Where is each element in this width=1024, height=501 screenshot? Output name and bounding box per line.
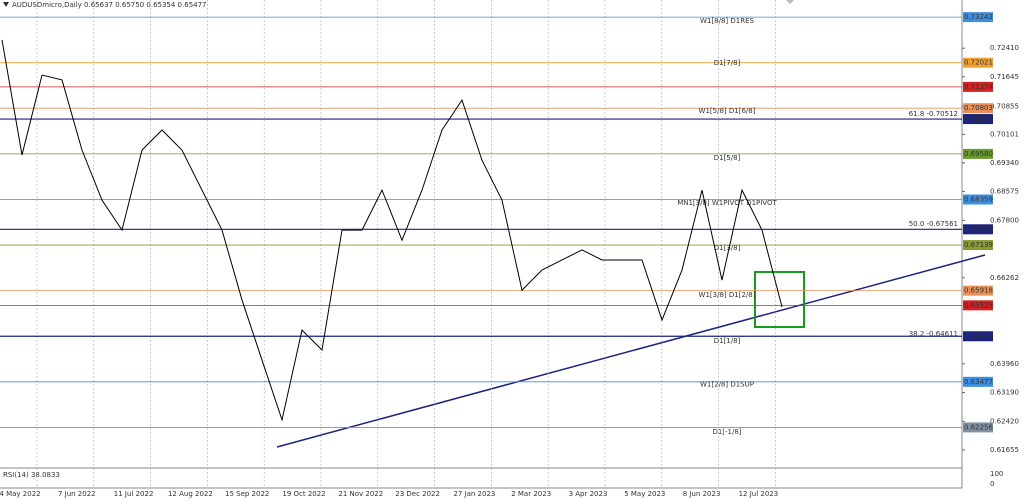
level-label: 0.63477 [964,378,993,386]
level-box [963,240,993,251]
y-tick-label: 0.69340 [990,159,1019,167]
x-tick-label: 2 Mar 2023 [511,490,551,498]
level-label: 0.70803 [964,104,993,112]
level-box [963,103,993,114]
x-tick-label: 15 Sep 2022 [225,490,269,498]
level-box [963,114,993,125]
level-box [963,422,993,433]
level-box [963,331,993,342]
x-tick-label: 4 May 2022 [0,490,41,498]
level-box [963,148,993,159]
level-label: 0.67139 [964,241,993,249]
chart-title: AUDUSDmicro,Daily 0.65637 0.65750 0.6535… [12,1,207,9]
level-label: 0.73242 [964,13,993,21]
x-tick-label: 12 Jul 2023 [739,490,779,498]
y-tick-label: 0.70855 [990,102,1019,110]
x-tick-label: 7 Jun 2022 [58,490,96,498]
y-tick-label: 0.63960 [990,360,1019,368]
level-annotation: 38.2 -0.64611 [909,330,958,338]
level-box [963,12,993,23]
x-tick-label: 21 Nov 2022 [338,490,383,498]
level-label: 0.69580 [964,150,993,158]
x-tick-label: 23 Dec 2022 [395,490,440,498]
shift-marker [786,0,794,4]
x-tick-label: 8 Jun 2023 [683,490,721,498]
level-label: 0.65918 [964,287,993,295]
rsi-label: RSI(14) 38.0833 [3,471,60,479]
level-box [963,194,993,205]
y-tick-label: 0.70101 [990,130,1019,138]
level-annotation: D1[5/8] [714,154,741,162]
y-tick-label: 0.62420 [990,417,1019,425]
y-tick-label: 0.71645 [990,73,1019,81]
level-label: 0.64697 [964,332,993,340]
level-box [963,376,993,387]
level-annotation: MN1[3/8] W1PIVOT D1PIVOT [677,199,777,207]
y-tick-label: 0.63190 [990,389,1019,397]
level-annotation: W1[2/8] D1SUP [700,381,754,389]
level-label: 0.72021 [964,59,993,67]
level-label: 0.62256 [964,423,993,431]
level-annotation: W1[3/8] D1[2/8] [699,291,756,299]
level-annotation: 61.8 -0.70512 [909,110,958,118]
level-label: 0.71374 [964,83,993,91]
level-label: 0.65525 [964,301,993,309]
title-icon [3,2,9,7]
y-tick-label: 0.72410 [990,44,1019,52]
level-label: 0.67561 [964,225,993,233]
level-annotation: D1[3/8] [714,244,741,252]
level-annotation: D1[1/8] [714,337,741,345]
x-tick-label: 11 Jul 2022 [114,490,154,498]
y-tick-label: 0.61655 [990,446,1019,454]
level-box [963,224,993,235]
y-tick-label: 0.66262 [990,274,1019,282]
level-box [963,57,993,68]
level-annotation: D1[7/8] [714,59,741,67]
rsi-top: 100 [990,470,1003,478]
trendline [276,254,986,448]
level-annotation: D1[-1/8] [712,428,741,436]
level-label: 0.70512 [964,115,993,123]
price-line [1,39,783,422]
x-tick-label: 19 Oct 2022 [282,490,325,498]
level-box [963,285,993,296]
level-annotation: W1[5/8] D1[6/8] [699,107,756,115]
level-annotation: 50.0 -0.67561 [909,220,958,228]
x-tick-label: 12 Aug 2022 [168,490,213,498]
level-annotation: W1[8/8] D1RES [700,17,754,25]
highlight-box [754,271,805,328]
level-box [963,81,993,92]
y-tick-label: 0.67800 [990,216,1019,224]
y-tick-label: 0.68575 [990,187,1019,195]
level-box [963,300,993,311]
level-label: 0.68359 [964,195,993,203]
x-tick-label: 5 May 2023 [624,490,665,498]
x-tick-label: 3 Apr 2023 [569,490,608,498]
rsi-bottom: 0 [990,480,994,488]
x-tick-label: 27 Jan 2023 [453,490,495,498]
